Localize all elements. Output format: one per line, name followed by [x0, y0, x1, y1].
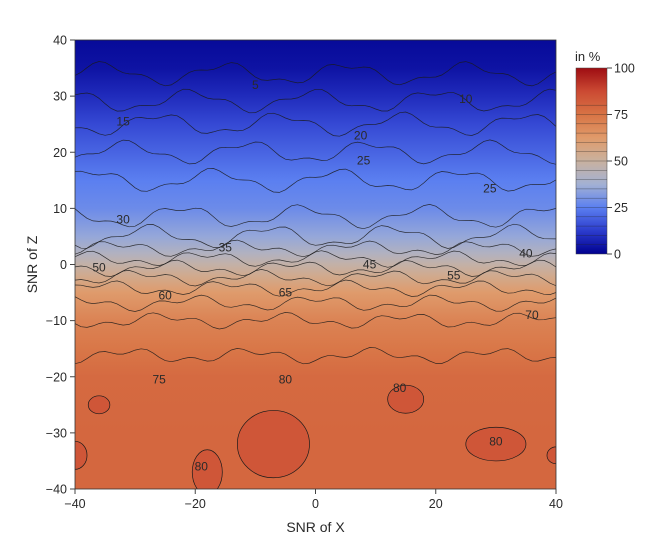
- contour-labels: 5 10 15 20 25 25 30 35 40 45 50 55 60 65 70 75 80 80 80 80: [92, 78, 539, 474]
- contour-label: 35: [219, 241, 233, 255]
- contour-field: [75, 40, 556, 489]
- contour-line: [75, 347, 556, 365]
- y-axis-label: SNR of Z: [24, 235, 40, 293]
- colorbar-title: in %: [575, 49, 601, 64]
- colorbar-ticks: 0 25 50 75 100: [607, 62, 635, 262]
- contour-label: 70: [525, 308, 539, 322]
- x-tick-label: −20: [185, 497, 206, 511]
- contour-label: 15: [116, 114, 130, 128]
- contour-label: 45: [363, 258, 377, 272]
- contour-line: [75, 111, 556, 137]
- contour-label: 80: [393, 381, 407, 395]
- contour-label: 60: [159, 288, 173, 302]
- contour-label: 10: [459, 92, 473, 106]
- contour-line: [75, 279, 556, 297]
- contour-patches: [75, 384, 556, 489]
- y-tick-label: 30: [53, 90, 67, 104]
- contour-label: 80: [279, 373, 293, 387]
- contour-label: 5: [252, 78, 259, 92]
- colorbar: in % 0 25 50 75 100: [575, 49, 635, 262]
- y-tick-label: −30: [46, 426, 67, 440]
- x-tick-label: 0: [312, 497, 319, 511]
- contour-line: [75, 61, 556, 87]
- contour-label: 40: [519, 246, 533, 260]
- contour-label: 80: [489, 434, 503, 448]
- contour-label: 80: [195, 460, 209, 474]
- contour-patch-80: [465, 426, 527, 462]
- contour-patch-80: [546, 446, 556, 465]
- contour-label: 20: [354, 128, 368, 142]
- colorbar-tick-label: 75: [614, 108, 628, 122]
- x-tick-label: 40: [549, 497, 563, 511]
- colorbar-tick-label: 0: [614, 248, 621, 262]
- contour-label: 55: [447, 269, 461, 283]
- y-axis: 40 30 20 10 0 −10 −20 −30 −40: [46, 34, 75, 497]
- contour-patch-80: [191, 449, 223, 489]
- contour-label: 50: [92, 260, 106, 274]
- contour-patch-80: [87, 395, 111, 415]
- contour-line: [75, 168, 556, 193]
- colorbar-tick-label: 50: [614, 155, 628, 169]
- contour-label: 30: [116, 213, 130, 227]
- contour-line: [75, 259, 556, 277]
- contour-line: [75, 204, 556, 230]
- x-axis: −40 −20 0 20 40: [64, 489, 563, 511]
- contour-line: [75, 269, 556, 287]
- y-tick-label: −10: [46, 314, 67, 328]
- colorbar-tick-label: 100: [614, 62, 635, 76]
- contour-line: [75, 223, 556, 249]
- plot-area: [75, 40, 556, 489]
- y-tick-label: 10: [53, 202, 67, 216]
- contour-label: 75: [152, 373, 166, 387]
- contour-label: 65: [279, 286, 293, 300]
- contour-label: 25: [357, 154, 371, 168]
- contour-line: [75, 294, 556, 312]
- y-tick-label: 20: [53, 146, 67, 160]
- contour-line: [75, 250, 556, 268]
- x-tick-label: 20: [429, 497, 443, 511]
- y-tick-label: −40: [46, 483, 67, 497]
- contour-patch-80: [236, 410, 310, 479]
- contour-line: [75, 88, 556, 114]
- y-tick-label: 40: [53, 34, 67, 48]
- contour-line: [75, 239, 556, 258]
- contour-label: 25: [483, 182, 497, 196]
- x-axis-label: SNR of X: [286, 519, 345, 535]
- x-tick-label: −40: [64, 497, 85, 511]
- contour-patch-80: [75, 440, 88, 470]
- colorbar-bands: [576, 104, 607, 245]
- y-tick-label: −20: [46, 370, 67, 384]
- colorbar-tick-label: 25: [614, 201, 628, 215]
- contour-line: [75, 139, 556, 165]
- contour-line: [75, 312, 556, 330]
- contour-patch-80: [387, 384, 425, 414]
- y-tick-label: 0: [60, 258, 67, 272]
- contour-lines: [75, 61, 556, 365]
